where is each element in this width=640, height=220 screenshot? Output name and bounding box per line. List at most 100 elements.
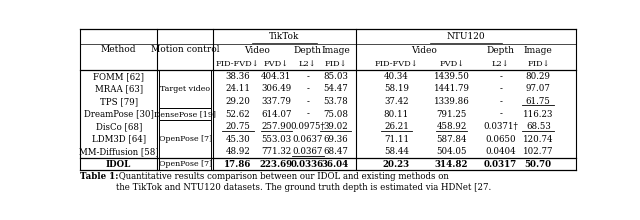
Text: Table 1:: Table 1: [80, 172, 118, 181]
Text: OpenPose [7]: OpenPose [7] [159, 160, 212, 168]
Text: 504.05: 504.05 [436, 147, 467, 156]
Text: DensePose [19]: DensePose [19] [154, 110, 216, 118]
Text: Video: Video [411, 46, 436, 55]
Text: 24.11: 24.11 [225, 84, 250, 94]
Text: 257.90: 257.90 [261, 122, 292, 131]
Text: 50.70: 50.70 [525, 160, 552, 169]
Text: 223.69: 223.69 [260, 160, 293, 169]
Text: MM-Diffusion [58]: MM-Diffusion [58] [79, 147, 159, 156]
Text: 791.25: 791.25 [436, 110, 467, 119]
Text: DreamPose [30]: DreamPose [30] [84, 110, 154, 119]
Text: Target video: Target video [160, 85, 210, 93]
Text: L2↓: L2↓ [492, 60, 509, 68]
Text: 0.0404: 0.0404 [485, 147, 516, 156]
Text: 48.92: 48.92 [225, 147, 250, 156]
Text: 69.36: 69.36 [323, 135, 348, 144]
Text: Image: Image [321, 46, 350, 55]
Text: FVD↓: FVD↓ [264, 60, 289, 68]
Text: -: - [499, 72, 502, 81]
Text: Motion control: Motion control [151, 45, 220, 54]
Text: 314.82: 314.82 [435, 160, 468, 169]
Bar [159, 158, 211, 170]
Text: -: - [499, 84, 502, 94]
Text: -: - [306, 97, 309, 106]
Text: 37.42: 37.42 [384, 97, 409, 106]
Text: TikTok: TikTok [269, 32, 300, 41]
Text: 75.08: 75.08 [323, 110, 348, 119]
Text: -: - [499, 110, 502, 119]
Bar [159, 108, 211, 120]
Text: 337.79: 337.79 [261, 97, 291, 106]
Bar [159, 120, 211, 158]
Text: Quantitative results comparison between our IDOL and existing methods on
the Tik: Quantitative results comparison between … [116, 172, 491, 192]
Text: 54.47: 54.47 [323, 84, 348, 94]
Text: LDM3D [64]: LDM3D [64] [92, 135, 146, 144]
Text: Video: Video [244, 46, 270, 55]
Text: 0.0637: 0.0637 [292, 135, 323, 144]
Text: 80.29: 80.29 [526, 72, 551, 81]
Text: 0.0975†: 0.0975† [290, 122, 325, 131]
Text: 26.21: 26.21 [384, 122, 409, 131]
Text: 68.53: 68.53 [526, 122, 550, 131]
Text: 80.11: 80.11 [384, 110, 409, 119]
Text: -: - [306, 72, 309, 81]
Text: Depth: Depth [294, 46, 322, 55]
Text: 29.20: 29.20 [225, 97, 250, 106]
Text: FID↓: FID↓ [527, 60, 550, 68]
Bar [159, 70, 211, 108]
Text: 40.34: 40.34 [384, 72, 409, 81]
Text: 68.47: 68.47 [323, 147, 348, 156]
Text: 0.0317: 0.0317 [484, 160, 517, 169]
Text: IDOL: IDOL [106, 160, 131, 169]
Text: NTU120: NTU120 [447, 32, 485, 41]
Text: 36.04: 36.04 [322, 160, 349, 169]
Text: -: - [306, 84, 309, 94]
Text: 587.84: 587.84 [436, 135, 467, 144]
Text: TPS [79]: TPS [79] [100, 97, 138, 106]
Text: -: - [499, 97, 502, 106]
Text: MRAA [63]: MRAA [63] [95, 84, 143, 94]
Text: 1339.86: 1339.86 [434, 97, 469, 106]
Text: 85.03: 85.03 [323, 72, 348, 81]
Text: FOMM [62]: FOMM [62] [93, 72, 144, 81]
Text: 0.0650: 0.0650 [485, 135, 516, 144]
Text: 614.07: 614.07 [261, 110, 292, 119]
Text: FID-FVD↓: FID-FVD↓ [216, 60, 259, 68]
Text: 61.75: 61.75 [526, 97, 551, 106]
Text: 306.49: 306.49 [261, 84, 292, 94]
Text: 102.77: 102.77 [523, 147, 554, 156]
Text: 0.0336: 0.0336 [291, 160, 324, 169]
Text: 120.74: 120.74 [523, 135, 554, 144]
Text: 38.36: 38.36 [225, 72, 250, 81]
Text: FVD↓: FVD↓ [439, 60, 464, 68]
Text: 39.02: 39.02 [323, 122, 348, 131]
Text: FID-FVD↓: FID-FVD↓ [374, 60, 418, 68]
Text: 553.03: 553.03 [261, 135, 291, 144]
Text: 0.0371†: 0.0371† [483, 122, 518, 131]
Text: 45.30: 45.30 [225, 135, 250, 144]
Text: 20.75: 20.75 [225, 122, 250, 131]
Text: 458.92: 458.92 [436, 122, 467, 131]
Text: 1441.79: 1441.79 [433, 84, 470, 94]
Text: L2↓: L2↓ [299, 60, 316, 68]
Text: 53.78: 53.78 [323, 97, 348, 106]
Text: 58.19: 58.19 [384, 84, 409, 94]
Text: 58.44: 58.44 [384, 147, 409, 156]
Text: 52.62: 52.62 [225, 110, 250, 119]
Text: 116.23: 116.23 [523, 110, 554, 119]
Text: 1439.50: 1439.50 [433, 72, 470, 81]
Text: 97.07: 97.07 [526, 84, 551, 94]
Text: Image: Image [524, 46, 553, 55]
Text: DisCo [68]: DisCo [68] [95, 122, 142, 131]
Text: 20.23: 20.23 [383, 160, 410, 169]
Text: 771.32: 771.32 [261, 147, 292, 156]
Text: 17.86: 17.86 [224, 160, 252, 169]
Text: -: - [306, 110, 309, 119]
Text: FID↓: FID↓ [324, 60, 347, 68]
Text: Depth: Depth [486, 46, 515, 55]
Text: OpenPose [7]: OpenPose [7] [159, 135, 212, 143]
Text: Method: Method [101, 45, 136, 54]
Text: 404.31: 404.31 [261, 72, 292, 81]
Text: 0.0367: 0.0367 [292, 147, 323, 156]
Text: 71.11: 71.11 [384, 135, 409, 144]
